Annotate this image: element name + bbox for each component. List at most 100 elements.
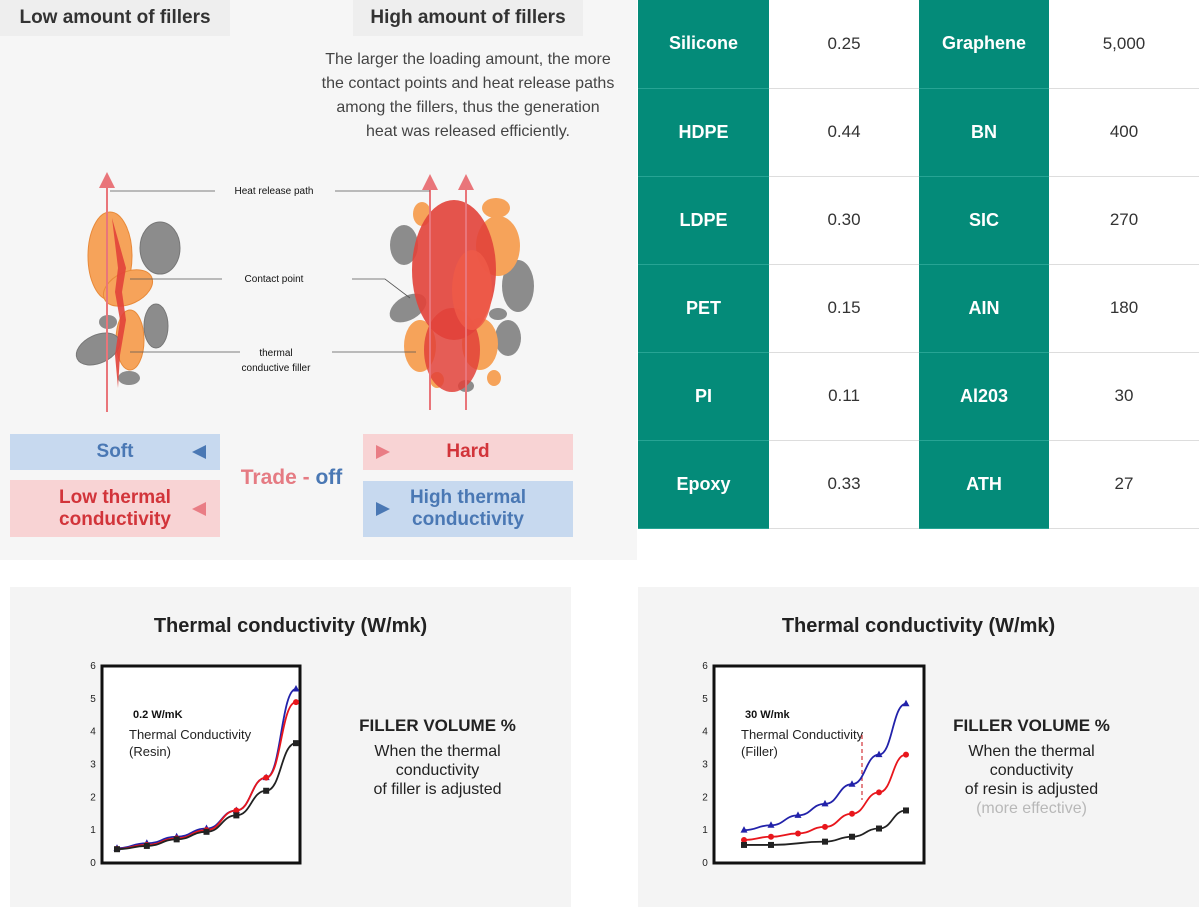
y-tick-label: 6 (90, 661, 96, 672)
contact-point-label: Contact point (244, 274, 304, 285)
high-filler-cluster (389, 174, 534, 410)
table-row: PI 0.11 Al203 30 (638, 352, 1199, 441)
data-point (903, 751, 909, 758)
conductivity-value-cell: 270 (1049, 176, 1199, 265)
chart-frame (712, 664, 926, 865)
conductivity-value-cell: 0.25 (769, 0, 919, 89)
filler-particle (487, 370, 501, 386)
filler-diagram: Heat release path Contact point thermal … (0, 160, 637, 425)
y-tick-label: 6 (702, 661, 708, 672)
data-point (795, 830, 801, 837)
y-tick-label: 4 (90, 727, 96, 738)
leader-line (352, 278, 411, 299)
side-note-heading: FILLER VOLUME % (953, 716, 1110, 735)
material-name-cell: Graphene (919, 0, 1049, 89)
data-point (143, 842, 150, 849)
table-row: PET 0.15 AIN 180 (638, 264, 1199, 353)
conductivity-value-cell: 0.44 (769, 88, 919, 177)
arrow-head (192, 502, 206, 516)
data-point (822, 823, 828, 830)
y-tick-label: 3 (90, 760, 96, 771)
table-row: Epoxy 0.33 ATH 27 (638, 440, 1199, 529)
filler-chart: 0 1 2 3 4 5 6 30 W/mk Thermal Conductivity (Fille… (702, 661, 926, 869)
resin-chart-panel: Thermal conductivity (W/mk) 0 1 2 3 4 5 6 0.2 W… (10, 587, 571, 907)
data-point (767, 821, 775, 828)
gray-particle (139, 221, 181, 275)
data-point (849, 833, 855, 840)
material-name-cell: PET (638, 264, 769, 353)
data-point (876, 789, 882, 796)
side-note-body: When the thermal conductivity of resin i… (924, 742, 1139, 799)
chart-title: Thermal conductivity (W/mk) (781, 615, 1056, 637)
data-point (292, 684, 300, 692)
box-line: Low thermal (59, 486, 171, 508)
gray-particle (502, 260, 534, 312)
low-conductivity-box: Low thermal conductivity (10, 480, 220, 537)
y-tick-label: 3 (702, 760, 708, 771)
y-tick-label: 5 (702, 694, 708, 705)
data-point (741, 837, 747, 844)
material-name-cell: PI (638, 352, 769, 441)
filler-particle (482, 198, 510, 218)
annotation-label: (Filler) (741, 744, 778, 759)
side-note-body: When the thermal conductivity of filler … (330, 742, 545, 799)
hard-box: Hard (363, 434, 573, 470)
arrow-head (376, 445, 390, 459)
material-name-cell: Epoxy (638, 440, 769, 529)
filler-chart-panel: Thermal conductivity (W/mk) 0 1 2 3 4 5 6 30 W/… (638, 587, 1199, 907)
material-name-cell: LDPE (638, 176, 769, 265)
data-point (768, 841, 774, 848)
data-point (203, 828, 210, 835)
material-name-cell: ATH (919, 440, 1049, 529)
box-line: conductivity (412, 509, 524, 530)
description-line: among the fillers, thus the generation (336, 99, 600, 116)
resin-chart: 0 1 2 3 4 5 6 0.2 W/mK Thermal Conductivity (Resi… (90, 661, 302, 869)
conductivity-value-cell: 27 (1049, 440, 1199, 529)
data-point (821, 799, 829, 807)
data-point (822, 838, 828, 845)
trade-word: Trade (240, 466, 297, 489)
data-point (848, 780, 856, 787)
material-name-cell: BN (919, 88, 1049, 177)
gray-particle (489, 308, 507, 320)
conductivity-table: Silicone 0.25 Graphene 5,000 HDPE 0.44 BN 400 LD… (638, 0, 1199, 529)
tradeoff-arrows (192, 445, 390, 516)
tab-high-fillers: High amount of fillers (353, 0, 583, 36)
trade-dash: - (296, 466, 316, 489)
conductivity-value-cell: 5,000 (1049, 0, 1199, 89)
y-tick-label: 2 (90, 792, 96, 803)
annotation-label: Thermal Conductivity (129, 727, 252, 742)
description-line: the contact points and heat release path… (321, 75, 615, 92)
gray-particle (495, 320, 521, 356)
data-point (293, 699, 299, 706)
side-note-line: of filler is adjusted (373, 781, 502, 798)
heat-release-path-label: Heat release path (234, 186, 314, 197)
heat-path-band (452, 250, 492, 330)
annotation-label: (Resin) (129, 744, 171, 759)
conductivity-value-cell: 400 (1049, 88, 1199, 177)
tab-low-fillers: Low amount of fillers (0, 0, 230, 36)
y-tick-label: 0 (90, 858, 96, 869)
series-line (744, 809, 907, 846)
low-filler-cluster (75, 172, 181, 412)
conductivity-value-cell: 180 (1049, 264, 1199, 353)
annotation-value: 30 W/mk (745, 709, 791, 721)
arrow-head (376, 502, 390, 516)
material-name-cell: AIN (919, 264, 1049, 353)
material-name-cell: SIC (919, 176, 1049, 265)
chart-title: Thermal conductivity (W/mk) (153, 615, 428, 637)
material-name-cell: Silicone (638, 0, 769, 89)
chart-frame (100, 664, 302, 865)
off-word: off (315, 466, 343, 489)
material-name-cell: Al203 (919, 352, 1049, 441)
filler-label-line: thermal (259, 348, 293, 359)
data-point (233, 807, 240, 814)
data-point (293, 740, 299, 747)
side-note-heading: FILLER VOLUME % (359, 716, 516, 735)
data-point (233, 812, 240, 819)
soft-box: Soft (10, 434, 220, 470)
data-point (263, 787, 270, 794)
side-note-line: conductivity (395, 762, 480, 779)
description-line: The larger the loading amount, the more (325, 51, 611, 68)
filler-description: The larger the loading amount, the more … (318, 48, 618, 144)
